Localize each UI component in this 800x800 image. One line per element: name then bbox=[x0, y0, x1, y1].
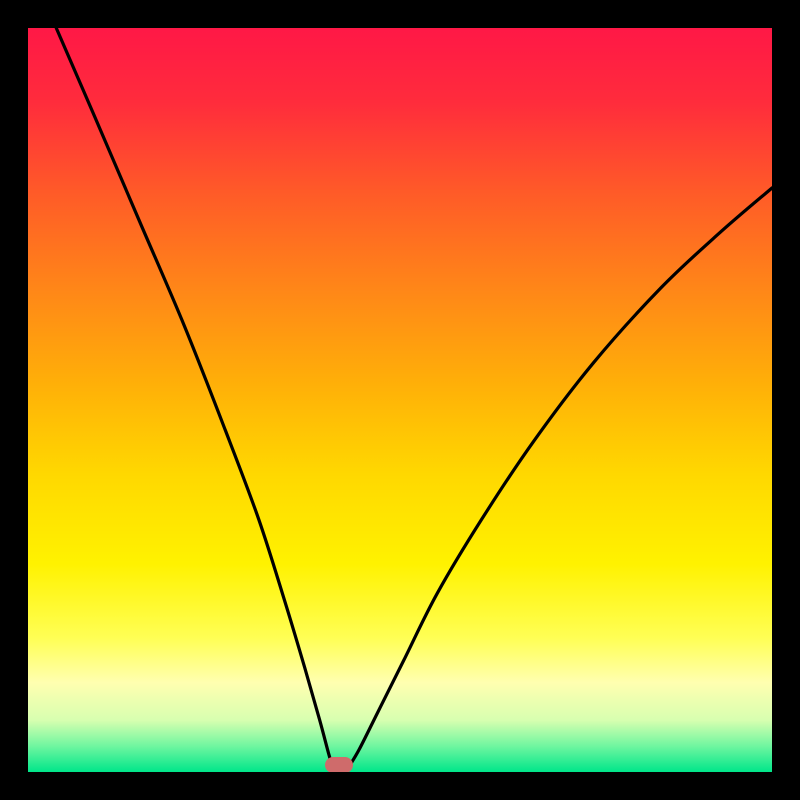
curve-path bbox=[56, 28, 772, 768]
frame-right bbox=[772, 0, 800, 800]
frame-left bbox=[0, 0, 28, 800]
frame-bottom bbox=[0, 772, 800, 800]
optimal-marker bbox=[325, 757, 353, 773]
plot-area bbox=[28, 28, 772, 772]
frame-top bbox=[0, 0, 800, 28]
bottleneck-curve bbox=[28, 28, 772, 772]
